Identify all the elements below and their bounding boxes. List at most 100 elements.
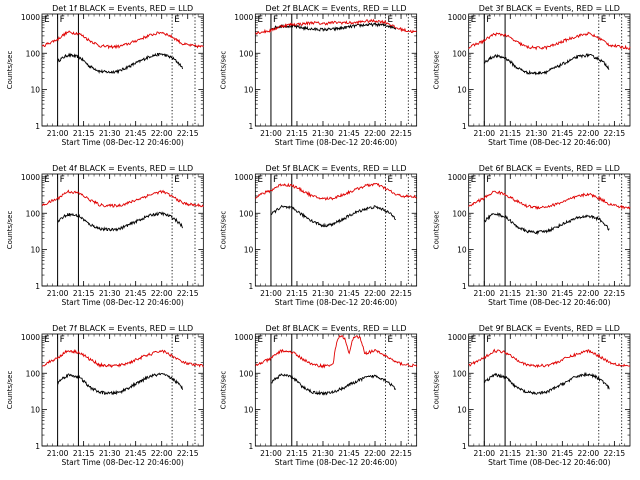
x-tick-label: 21:00 <box>47 449 69 458</box>
x-tick-label: 22:15 <box>604 129 626 138</box>
lld-series-line <box>255 18 417 35</box>
y-tick-label: 100 <box>26 209 41 218</box>
marker-f-label: F <box>273 335 278 345</box>
panel-title: Det 5f BLACK = Events, RED = LLD <box>265 164 406 173</box>
y-tick-label: 100 <box>26 49 41 58</box>
y-tick-label: 1 <box>462 442 467 451</box>
x-tick-label: 21:45 <box>125 129 147 138</box>
plot-frame <box>468 173 631 287</box>
marker-e-label-left: E <box>471 335 477 345</box>
y-tick-label: 100 <box>452 369 467 378</box>
y-tick-label: 10 <box>244 406 254 415</box>
marker-e-label-right: E <box>601 15 607 25</box>
y-tick-label: 100 <box>239 49 254 58</box>
events-series-line <box>484 371 610 395</box>
marker-e-label-left: E <box>44 15 50 25</box>
marker-e-label-left: E <box>257 175 263 185</box>
plot-frame <box>254 173 418 287</box>
y-tick-label: 100 <box>26 369 41 378</box>
x-tick-label: 21:30 <box>526 449 548 458</box>
y-axis-label: Counts/sec <box>6 371 14 410</box>
x-tick-label: 21:45 <box>338 289 360 298</box>
plot-frame <box>254 13 418 127</box>
events-series-line <box>483 53 610 76</box>
panel-title: Det 8f BLACK = Events, RED = LLD <box>265 324 406 333</box>
y-axis-label: Counts/sec <box>433 371 441 410</box>
x-tick-label: 21:30 <box>99 129 121 138</box>
panel-title: Det 2f BLACK = Events, RED = LLD <box>265 4 406 13</box>
x-tick-label: 22:15 <box>604 449 626 458</box>
events-series-line <box>57 52 183 74</box>
y-tick-label: 1 <box>35 122 40 131</box>
x-tick-label: 21:00 <box>473 289 495 298</box>
x-tick-label: 21:00 <box>473 129 495 138</box>
detector-panel-1: Det 1f BLACK = Events, RED = LLD 1 10 100 10… <box>6 4 204 147</box>
y-tick-label: 1 <box>462 282 467 291</box>
marker-f-label: F <box>60 335 65 345</box>
y-tick-label: 1 <box>462 122 467 131</box>
x-tick-label: 21:15 <box>73 449 95 458</box>
y-tick-label: 100 <box>239 209 254 218</box>
plot-frame <box>468 333 631 447</box>
x-tick-label: 21:45 <box>552 289 574 298</box>
y-axis-label: Counts/sec <box>219 371 227 410</box>
detector-panel-3: Det 3f BLACK = Events, RED = LLD 1 10 100 10… <box>433 4 631 147</box>
marker-e-label-left: E <box>257 15 263 25</box>
y-tick-label: 10 <box>30 406 40 415</box>
x-axis-label: Start Time (08-Dec-12 20:46:00) <box>61 138 183 147</box>
y-tick-label: 10 <box>30 86 40 95</box>
x-axis-label: Start Time (08-Dec-12 20:46:00) <box>61 458 183 467</box>
y-tick-label: 1000 <box>234 173 253 182</box>
marker-f-label: F <box>486 175 491 185</box>
y-tick-label: 1 <box>249 122 254 131</box>
events-series-line <box>270 204 396 228</box>
plot-frame <box>41 173 204 287</box>
detector-panel-2: Det 2f BLACK = Events, RED = LLD 1 10 100 10… <box>219 4 418 147</box>
marker-e-label-left: E <box>257 335 263 345</box>
lld-series-line <box>468 348 631 369</box>
y-tick-label: 10 <box>244 86 254 95</box>
panel-title: Det 9f BLACK = Events, RED = LLD <box>479 324 620 333</box>
y-tick-label: 10 <box>30 246 40 255</box>
x-tick-label: 22:00 <box>364 289 386 298</box>
x-tick-label: 21:00 <box>47 289 69 298</box>
lld-series-line <box>468 31 631 51</box>
x-axis-label: Start Time (08-Dec-12 20:46:00) <box>61 298 183 307</box>
marker-e-label-left: E <box>44 335 50 345</box>
y-tick-label: 1000 <box>234 333 253 342</box>
x-tick-label: 22:00 <box>151 289 173 298</box>
y-tick-label: 100 <box>239 369 254 378</box>
panel-title: Det 4f BLACK = Events, RED = LLD <box>52 164 193 173</box>
detector-panel-6: Det 6f BLACK = Events, RED = LLD 1 10 100 10… <box>433 164 631 307</box>
x-tick-label: 21:00 <box>260 449 282 458</box>
marker-e-label-right: E <box>174 15 180 25</box>
x-tick-label: 22:15 <box>177 289 199 298</box>
marker-e-label-right: E <box>601 175 607 185</box>
x-tick-label: 21:30 <box>312 449 334 458</box>
y-tick-label: 1 <box>249 282 254 291</box>
detector-panel-9: Det 9f BLACK = Events, RED = LLD 1 10 100 10… <box>433 324 631 467</box>
plot-frame <box>468 13 631 127</box>
x-tick-label: 21:45 <box>338 129 360 138</box>
y-tick-label: 10 <box>457 86 467 95</box>
x-tick-label: 22:00 <box>364 129 386 138</box>
x-tick-label: 22:00 <box>364 449 386 458</box>
x-tick-label: 21:30 <box>312 129 334 138</box>
marker-f-label: F <box>273 175 278 185</box>
marker-e-label-right: E <box>387 175 393 185</box>
y-tick-label: 1 <box>35 282 40 291</box>
plot-frame <box>41 13 204 127</box>
y-axis-label: Counts/sec <box>219 51 227 90</box>
marker-e-label-left: E <box>471 175 477 185</box>
y-axis-label: Counts/sec <box>219 211 227 250</box>
x-tick-label: 21:30 <box>99 449 121 458</box>
x-tick-label: 21:30 <box>526 289 548 298</box>
x-tick-label: 22:00 <box>151 129 173 138</box>
y-tick-label: 1 <box>249 442 254 451</box>
x-tick-label: 22:15 <box>604 289 626 298</box>
marker-f-label: F <box>486 15 491 25</box>
detector-panel-8: Det 8f BLACK = Events, RED = LLD 1 10 100 10… <box>219 324 418 467</box>
x-axis-label: Start Time (08-Dec-12 20:46:00) <box>275 138 397 147</box>
marker-e-label-left: E <box>44 175 50 185</box>
marker-f-label: F <box>273 15 278 25</box>
